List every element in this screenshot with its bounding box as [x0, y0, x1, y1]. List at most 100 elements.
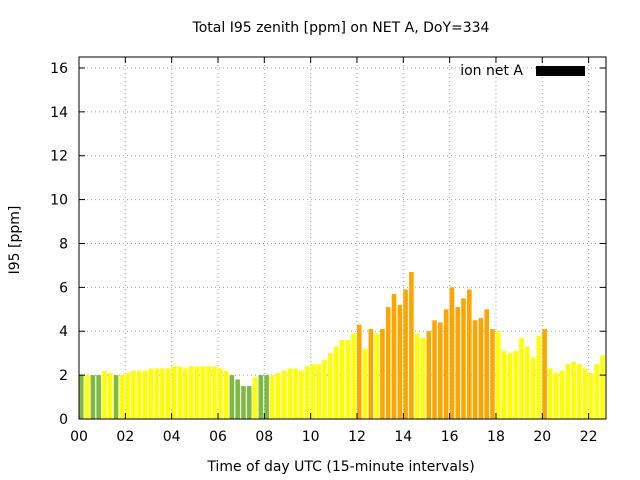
- bar: [519, 337, 524, 419]
- bar: [229, 375, 235, 419]
- bar: [113, 375, 119, 419]
- bar: [356, 324, 362, 419]
- bar: [600, 355, 605, 419]
- bar: [467, 289, 472, 419]
- y-tick-label: 2: [59, 368, 68, 384]
- bar: [293, 368, 298, 419]
- bar: [472, 320, 478, 419]
- bar: [96, 375, 101, 419]
- bar: [443, 309, 449, 419]
- bar: [264, 375, 269, 419]
- bar: [414, 333, 420, 419]
- bar: [165, 368, 171, 419]
- bar: [524, 346, 530, 419]
- x-tick-label: 14: [394, 429, 412, 445]
- bar: [351, 333, 356, 419]
- x-tick-label: 08: [255, 429, 273, 445]
- x-tick-label: 04: [163, 429, 181, 445]
- bar: [588, 372, 594, 419]
- bar: [391, 293, 397, 419]
- bar: [374, 333, 379, 419]
- bar: [339, 340, 345, 419]
- bar: [206, 366, 211, 419]
- bar: [189, 366, 194, 419]
- bar: [200, 366, 206, 419]
- bar: [484, 309, 489, 419]
- bar: [160, 368, 165, 419]
- bar: [212, 366, 217, 419]
- x-tick-label: 06: [209, 429, 227, 445]
- bar: [565, 364, 571, 419]
- plot-frame: [78, 56, 607, 420]
- bar: [235, 379, 240, 419]
- bar: [490, 329, 495, 419]
- bar: [438, 322, 443, 419]
- legend: ion net A: [460, 63, 585, 79]
- bar: [501, 350, 507, 419]
- bar: [333, 346, 339, 419]
- x-tick-label: 18: [487, 429, 505, 445]
- y-tick-label: 8: [59, 236, 68, 252]
- bar: [194, 366, 200, 419]
- bar: [275, 372, 281, 419]
- bar: [461, 298, 466, 419]
- bar: [148, 368, 154, 419]
- bar: [328, 353, 333, 419]
- bar: [542, 329, 547, 419]
- x-tick-label: 20: [533, 429, 551, 445]
- bar: [403, 289, 408, 419]
- bar: [299, 370, 304, 419]
- bar: [79, 375, 84, 419]
- y-axis-label: I95 [ppm]: [7, 206, 23, 275]
- bars: [79, 272, 605, 419]
- bar: [136, 370, 142, 419]
- bar: [142, 370, 148, 419]
- bar: [183, 368, 188, 419]
- legend-swatch: [536, 66, 585, 76]
- bar: [310, 364, 316, 419]
- y-tick-label: 4: [59, 324, 68, 340]
- bar: [420, 337, 426, 419]
- bar: [270, 375, 275, 419]
- bar: [322, 359, 327, 419]
- bar: [513, 350, 518, 419]
- bar: [432, 320, 437, 419]
- bar: [577, 364, 582, 419]
- bar: [582, 368, 588, 419]
- bar: [223, 370, 229, 419]
- bar: [241, 386, 246, 419]
- y-tick-label: 14: [50, 105, 68, 121]
- bar: [154, 368, 159, 419]
- legend-label: ion net A: [460, 63, 523, 79]
- bar: [495, 331, 501, 419]
- y-tick-label: 16: [50, 61, 68, 77]
- bar: [553, 372, 559, 419]
- x-tick-label: 12: [348, 429, 366, 445]
- bar: [90, 375, 96, 419]
- bar: [177, 366, 183, 419]
- bar: [536, 335, 542, 419]
- bar: [304, 366, 310, 419]
- bar: [119, 375, 125, 419]
- bar: [217, 368, 223, 419]
- bar: [362, 348, 368, 419]
- bar: [252, 377, 258, 419]
- bar: [102, 370, 107, 419]
- bar: [287, 368, 293, 419]
- x-tick-label: 22: [580, 429, 598, 445]
- bar: [548, 368, 553, 419]
- bar: [107, 372, 113, 419]
- bar: [530, 357, 536, 419]
- bar: [426, 331, 432, 419]
- bar: [171, 366, 177, 419]
- bar: [380, 329, 385, 419]
- chart-title: Total I95 zenith [ppm] on NET A, DoY=334: [192, 20, 490, 36]
- y-tick-label: 6: [59, 280, 68, 296]
- bar: [281, 370, 287, 419]
- bar: [507, 353, 513, 419]
- x-tick-label: 00: [70, 429, 88, 445]
- x-axis-label: Time of day UTC (15-minute intervals): [206, 459, 474, 475]
- bar: [397, 304, 403, 419]
- x-tick-label: 02: [116, 429, 134, 445]
